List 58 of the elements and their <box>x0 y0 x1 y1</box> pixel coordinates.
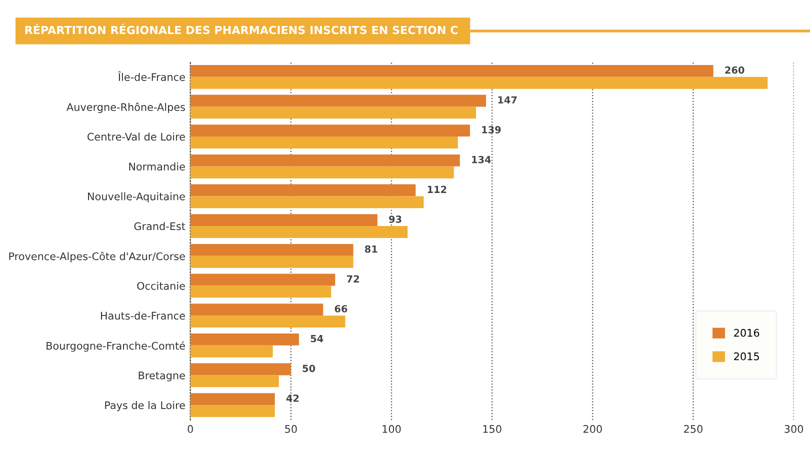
x-tick-label: 50 <box>285 425 297 433</box>
data-label: 54 <box>310 335 324 342</box>
y-tick-label: Occitanie <box>137 282 185 290</box>
y-tick-label: Provence-Alpes-Côte d'Azur/Corse <box>9 252 185 262</box>
bar <box>190 333 299 346</box>
data-label: 139 <box>482 126 501 134</box>
bar <box>190 94 486 107</box>
bar <box>190 64 714 77</box>
data-label: 147 <box>498 96 517 104</box>
bar <box>190 166 454 178</box>
data-label: 134 <box>472 156 491 164</box>
y-tick-label: Centre-Val de Loire <box>88 132 185 141</box>
y-tick-label: Île-de-France <box>118 71 185 81</box>
data-label: 72 <box>346 275 359 282</box>
data-label: 81 <box>364 245 378 253</box>
x-tick-label: 150 <box>483 425 502 433</box>
y-tick-label: Bretagne <box>138 372 185 382</box>
y-tick-label: Nouvelle-Aquitaine <box>88 192 185 202</box>
data-label: 260 <box>725 66 744 74</box>
bar <box>190 184 416 196</box>
x-tick-label: 200 <box>583 425 602 433</box>
legend-label: 2015 <box>734 352 759 360</box>
legend-label: 2016 <box>734 328 760 337</box>
chart-title: RÉPARTITION RÉGIONALE DES PHARMACIENS INSCRITS EN SECTION C <box>25 24 458 34</box>
data-label: 112 <box>428 186 446 193</box>
bar <box>190 136 458 148</box>
x-tick-label: 0 <box>188 425 193 433</box>
y-tick-label: Auvergne-Rhône-Alpes <box>66 102 185 114</box>
bar <box>190 286 332 298</box>
bar <box>190 196 424 208</box>
bar <box>190 226 408 238</box>
bar <box>190 375 279 388</box>
bar <box>190 244 354 256</box>
data-label: 42 <box>286 394 299 402</box>
bar <box>190 106 476 119</box>
data-label: 50 <box>302 364 316 372</box>
x-tick-label: 100 <box>382 425 401 433</box>
y-tick-label: Pays de la Loire <box>105 401 185 412</box>
bar <box>190 393 275 406</box>
bar <box>190 214 378 226</box>
bar <box>190 256 354 268</box>
y-tick-label: Bourgogne-Franche-Comté <box>46 341 185 352</box>
y-tick-label: Grand-Est <box>134 222 186 230</box>
bar <box>190 316 346 328</box>
y-tick-label: Hauts-de-France <box>101 312 185 320</box>
bar <box>190 274 336 286</box>
x-tick-label: 300 <box>784 425 804 433</box>
bar <box>190 345 273 358</box>
bar <box>190 304 324 316</box>
bar <box>190 76 768 89</box>
bar <box>190 405 275 417</box>
bar <box>190 124 470 137</box>
x-tick-label: 250 <box>684 425 702 433</box>
y-tick-label: Normandie <box>129 162 185 170</box>
data-label: 66 <box>334 305 348 312</box>
bar <box>190 154 460 166</box>
bar <box>190 363 291 376</box>
data-label: 93 <box>389 216 402 223</box>
